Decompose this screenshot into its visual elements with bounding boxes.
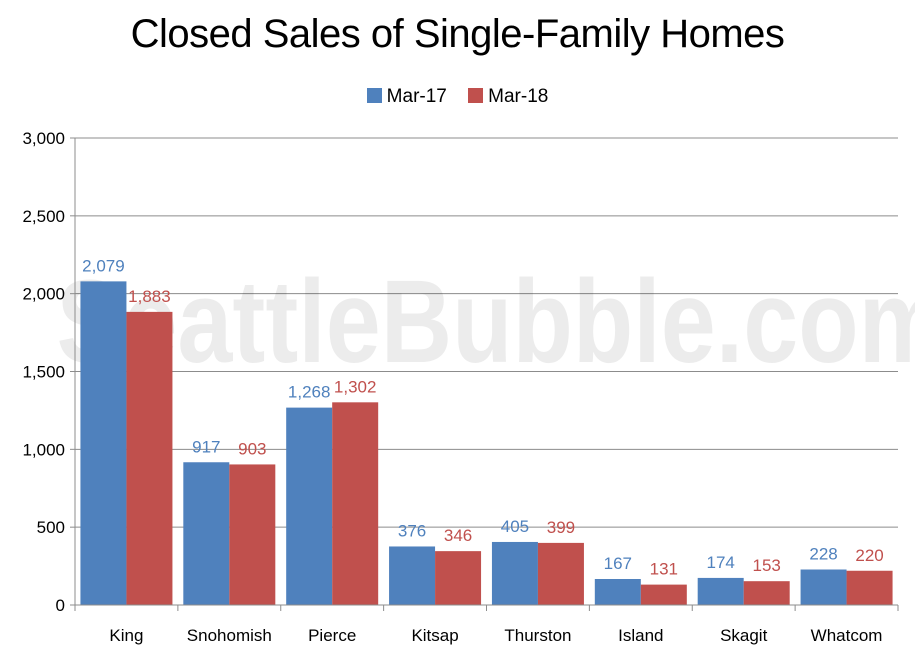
x-tick-label: King bbox=[109, 626, 143, 645]
data-label: 399 bbox=[547, 518, 575, 537]
legend: Mar-17 Mar-18 bbox=[0, 86, 915, 108]
x-tick-label: Skagit bbox=[720, 626, 768, 645]
legend-item-mar18: Mar-18 bbox=[468, 86, 548, 108]
legend-label-mar17: Mar-17 bbox=[386, 86, 447, 107]
data-label: 2,079 bbox=[82, 256, 125, 275]
bar-mar-17-whatcom bbox=[800, 569, 847, 605]
bar-mar-18-snohomish bbox=[229, 464, 276, 605]
watermark-text: SeattleBubble.com bbox=[57, 256, 915, 388]
bar-mar-17-kitsap bbox=[389, 546, 436, 605]
data-label: 405 bbox=[501, 517, 529, 536]
legend-swatch-mar17 bbox=[366, 88, 382, 103]
bar-mar-17-skagit bbox=[697, 577, 744, 605]
x-tick-label: Kitsap bbox=[411, 626, 458, 645]
bars bbox=[80, 281, 893, 605]
bar-mar-18-pierce bbox=[332, 402, 379, 605]
legend-swatch-mar18 bbox=[468, 88, 484, 103]
y-tick-label: 1,000 bbox=[22, 440, 65, 459]
chart-title: Closed Sales of Single-Family Homes bbox=[130, 12, 785, 56]
bar-mar-18-skagit bbox=[743, 581, 790, 605]
x-tick-label: Pierce bbox=[308, 626, 356, 645]
y-tick-label: 2,500 bbox=[22, 207, 65, 226]
data-label: 153 bbox=[753, 556, 781, 575]
data-label: 376 bbox=[398, 521, 426, 540]
data-label: 917 bbox=[192, 437, 220, 456]
legend-label-mar18: Mar-18 bbox=[488, 86, 549, 107]
bar-mar-18-island bbox=[640, 584, 687, 605]
data-label: 228 bbox=[809, 545, 837, 564]
watermark: SeattleBubble.com bbox=[57, 256, 915, 388]
legend-item-mar17: Mar-17 bbox=[366, 86, 447, 108]
y-tick-label: 3,000 bbox=[22, 129, 65, 148]
x-tick-label: Snohomish bbox=[187, 626, 272, 645]
bar-mar-18-thurston bbox=[537, 542, 584, 605]
data-label: 131 bbox=[650, 560, 678, 579]
bar-mar-17-thurston bbox=[491, 541, 538, 605]
data-label: 1,883 bbox=[128, 287, 171, 306]
y-tick-label: 0 bbox=[56, 596, 65, 615]
x-tick-label: Island bbox=[618, 626, 663, 645]
x-tick-label: Thurston bbox=[504, 626, 571, 645]
data-label: 346 bbox=[444, 526, 472, 545]
bar-mar-17-king bbox=[80, 281, 127, 605]
bar-mar-18-whatcom bbox=[846, 570, 893, 605]
data-label: 220 bbox=[855, 546, 883, 565]
data-label: 174 bbox=[707, 553, 735, 572]
bar-mar-18-kitsap bbox=[435, 551, 482, 605]
data-label: 167 bbox=[604, 554, 632, 573]
y-tick-label: 500 bbox=[37, 518, 65, 537]
bar-mar-18-king bbox=[126, 311, 173, 605]
y-tick-label: 2,000 bbox=[22, 285, 65, 304]
data-label: 1,302 bbox=[334, 377, 377, 396]
bar-mar-17-pierce bbox=[286, 407, 333, 605]
bar-mar-17-snohomish bbox=[183, 462, 230, 605]
y-tick-label: 1,500 bbox=[22, 363, 65, 382]
data-label: 903 bbox=[238, 439, 266, 458]
axes: 0 500 1,000 1,500 2,000 2,500 3,000 King Snohomi… bbox=[22, 129, 899, 645]
bar-mar-17-island bbox=[594, 579, 641, 605]
data-label: 1,268 bbox=[288, 383, 331, 402]
x-tick-label: Whatcom bbox=[811, 626, 883, 645]
